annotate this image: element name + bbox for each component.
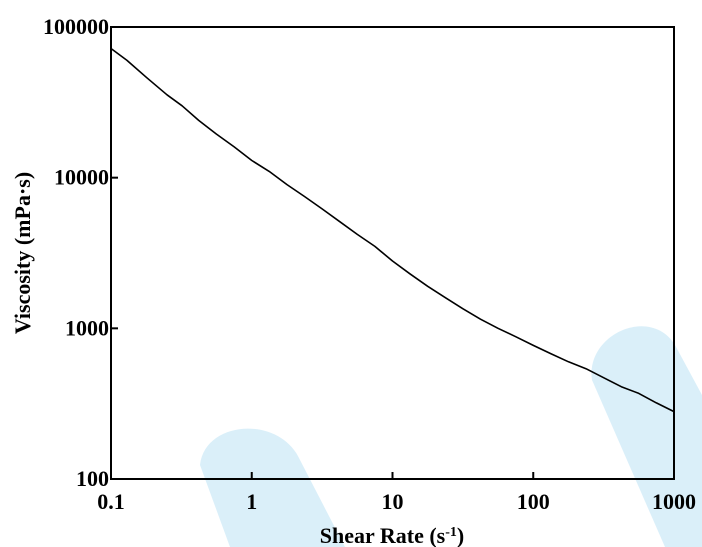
x-tick-label: 0.1 bbox=[97, 489, 125, 514]
x-axis-label: Shear Rate (s-1) bbox=[320, 523, 464, 547]
y-tick-label: 10000 bbox=[54, 165, 109, 190]
y-tick-label: 100000 bbox=[43, 14, 109, 39]
x-tick-label: 100 bbox=[517, 489, 550, 514]
watermark-shape-left bbox=[200, 428, 345, 547]
y-axis-label: Viscosity (mPa·s) bbox=[10, 172, 35, 334]
x-tick-label: 1 bbox=[246, 489, 257, 514]
x-axis: 0.1 1 10 100 1000 bbox=[97, 472, 696, 514]
plot-frame bbox=[110, 26, 675, 480]
y-tick-label: 100 bbox=[76, 466, 109, 491]
watermark-shapes bbox=[200, 326, 702, 547]
x-tick-label: 1000 bbox=[652, 489, 696, 514]
x-axis-label-superscript: -1 bbox=[445, 525, 457, 540]
y-axis: 100 1000 10000 100000 bbox=[43, 14, 118, 491]
y-tick-label: 1000 bbox=[65, 315, 109, 340]
series-line bbox=[110, 47, 675, 413]
x-tick-label: 10 bbox=[382, 489, 404, 514]
